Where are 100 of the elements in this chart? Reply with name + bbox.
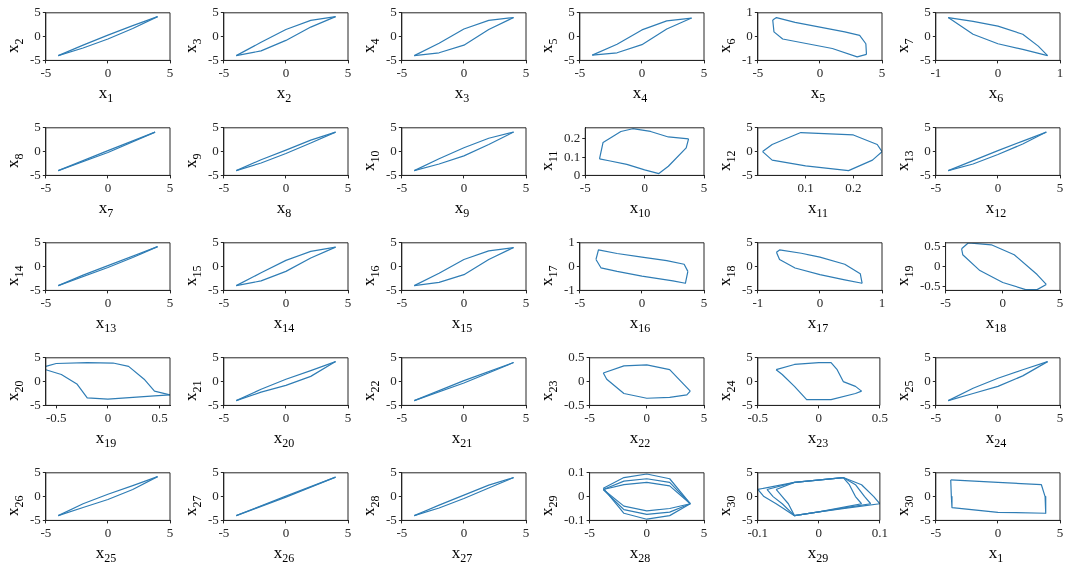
y-tick-label: 0: [746, 373, 753, 389]
x-tick-label: 5: [1056, 294, 1064, 310]
x-tick-label: 0: [641, 179, 648, 195]
x-axis-title: x$_{26}$: [272, 543, 296, 568]
y-tick-label: 0: [573, 166, 581, 182]
y-tick-label: -5: [29, 396, 41, 412]
y-tick-label: -5: [385, 166, 397, 182]
y-tick-label: -5: [385, 51, 397, 67]
x-tick-label: 0: [460, 64, 468, 80]
y-tick-label: -5: [919, 51, 931, 67]
x-axis-title: x$_{6}$: [987, 83, 1005, 108]
y-tick-label: -5: [207, 396, 219, 412]
x-axis-title: x$_{3}$: [453, 83, 471, 108]
y-tick-label: 5: [746, 349, 753, 365]
y-tick-label: 5: [212, 119, 219, 135]
y-tick-label: 5: [924, 464, 931, 480]
y-tick-label: 5: [212, 234, 219, 250]
y-tick-label: 0: [924, 28, 931, 44]
x-tick-label: 0: [643, 409, 651, 425]
x-axis-title: x$_{1}$: [987, 543, 1005, 568]
y-tick-label: -1: [741, 51, 753, 67]
x-tick-label: 0.1: [797, 179, 814, 195]
y-tick-label: -5: [919, 396, 931, 412]
x-tick-label: 5: [700, 64, 708, 80]
y-tick-label: 0: [34, 488, 41, 504]
y-tick-label: -5: [29, 51, 41, 67]
y-tick-label: 0: [390, 258, 397, 274]
y-tick-label: -5: [385, 281, 397, 297]
x-tick-label: 5: [1056, 179, 1064, 195]
x-tick-label: 5: [522, 524, 530, 540]
y-tick-label: 0: [34, 258, 41, 274]
y-tick-label: 5: [34, 464, 41, 480]
x-axis-title: x$_{5}$: [809, 83, 827, 108]
x-tick-label: 0: [460, 524, 468, 540]
x-tick-label: 0: [460, 294, 468, 310]
x-tick-label: 0: [994, 179, 1002, 195]
y-tick-label: 5: [212, 464, 219, 480]
x-axis-title: x$_{18}$: [984, 313, 1008, 338]
x-axis-title: x$_{15}$: [450, 313, 474, 338]
x-tick-label: 0: [816, 64, 824, 80]
x-tick-label: 0: [460, 179, 468, 195]
x-tick-label: 0: [104, 409, 112, 425]
x-tick-label: 0: [643, 524, 651, 540]
x-tick-label: 0: [815, 524, 823, 540]
y-tick-label: 0: [746, 258, 753, 274]
y-tick-label: 1: [746, 4, 753, 20]
y-tick-label: -5: [29, 166, 41, 182]
y-tick-label: 5: [390, 4, 397, 20]
x-tick-label: 0: [282, 524, 290, 540]
y-tick-label: 5: [924, 4, 931, 20]
y-tick-label: 0: [34, 143, 41, 159]
y-tick-label: -5: [385, 511, 397, 527]
x-tick-label: 0: [282, 64, 290, 80]
x-tick-label: 5: [344, 64, 352, 80]
y-tick-label: -5: [29, 511, 41, 527]
x-tick-label: 5: [344, 409, 352, 425]
y-tick-label: -5: [741, 166, 753, 182]
x-axis-title: x$_{27}$: [450, 543, 474, 568]
x-tick-label: 0.2: [845, 179, 862, 195]
x-tick-label: 5: [700, 294, 708, 310]
y-tick-label: 5: [390, 464, 397, 480]
x-tick-label: 5: [166, 524, 174, 540]
y-tick-label: 5: [746, 464, 753, 480]
y-tick-label: 0: [746, 488, 753, 504]
y-tick-label: 0: [212, 488, 219, 504]
y-tick-label: -5: [385, 396, 397, 412]
x-tick-label: 5: [344, 524, 352, 540]
y-tick-label: -5: [207, 511, 219, 527]
x-axis-title: x$_{8}$: [275, 198, 293, 223]
y-tick-label: 0: [568, 258, 575, 274]
x-tick-label: 0: [994, 524, 1002, 540]
x-axis-title: x$_{19}$: [94, 428, 118, 453]
y-tick-label: 5: [390, 234, 397, 250]
y-tick-label: 5: [568, 4, 575, 20]
x-tick-label: 0: [816, 294, 824, 310]
x-axis-title: x$_{14}$: [272, 313, 296, 338]
y-tick-label: 5: [34, 349, 41, 365]
x-tick-label: 5: [522, 179, 530, 195]
x-tick-label: 5: [1056, 524, 1064, 540]
y-tick-label: 0: [578, 488, 585, 504]
y-tick-label: -5: [741, 396, 753, 412]
y-tick-label: 0: [924, 373, 931, 389]
x-axis-title: x$_{23}$: [806, 428, 830, 453]
x-axis-title: x$_{21}$: [450, 428, 474, 453]
y-tick-label: 0.1: [564, 148, 581, 164]
x-tick-label: 5: [700, 409, 708, 425]
x-tick-label: 0.5: [871, 409, 888, 425]
x-tick-label: 0: [104, 64, 112, 80]
x-tick-label: 5: [166, 294, 174, 310]
y-tick-label: 0.5: [924, 238, 941, 254]
y-tick-label: -5: [207, 51, 219, 67]
y-tick-label: -0.5: [919, 277, 941, 293]
y-tick-label: 1: [568, 234, 575, 250]
y-tick-label: 0: [924, 143, 931, 159]
x-tick-label: 0: [815, 409, 823, 425]
y-tick-label: 0.2: [564, 130, 581, 146]
y-tick-label: -5: [207, 281, 219, 297]
y-tick-label: 0: [34, 373, 41, 389]
x-tick-label: 0: [104, 524, 112, 540]
x-axis-title: x$_{1}$: [97, 83, 115, 108]
